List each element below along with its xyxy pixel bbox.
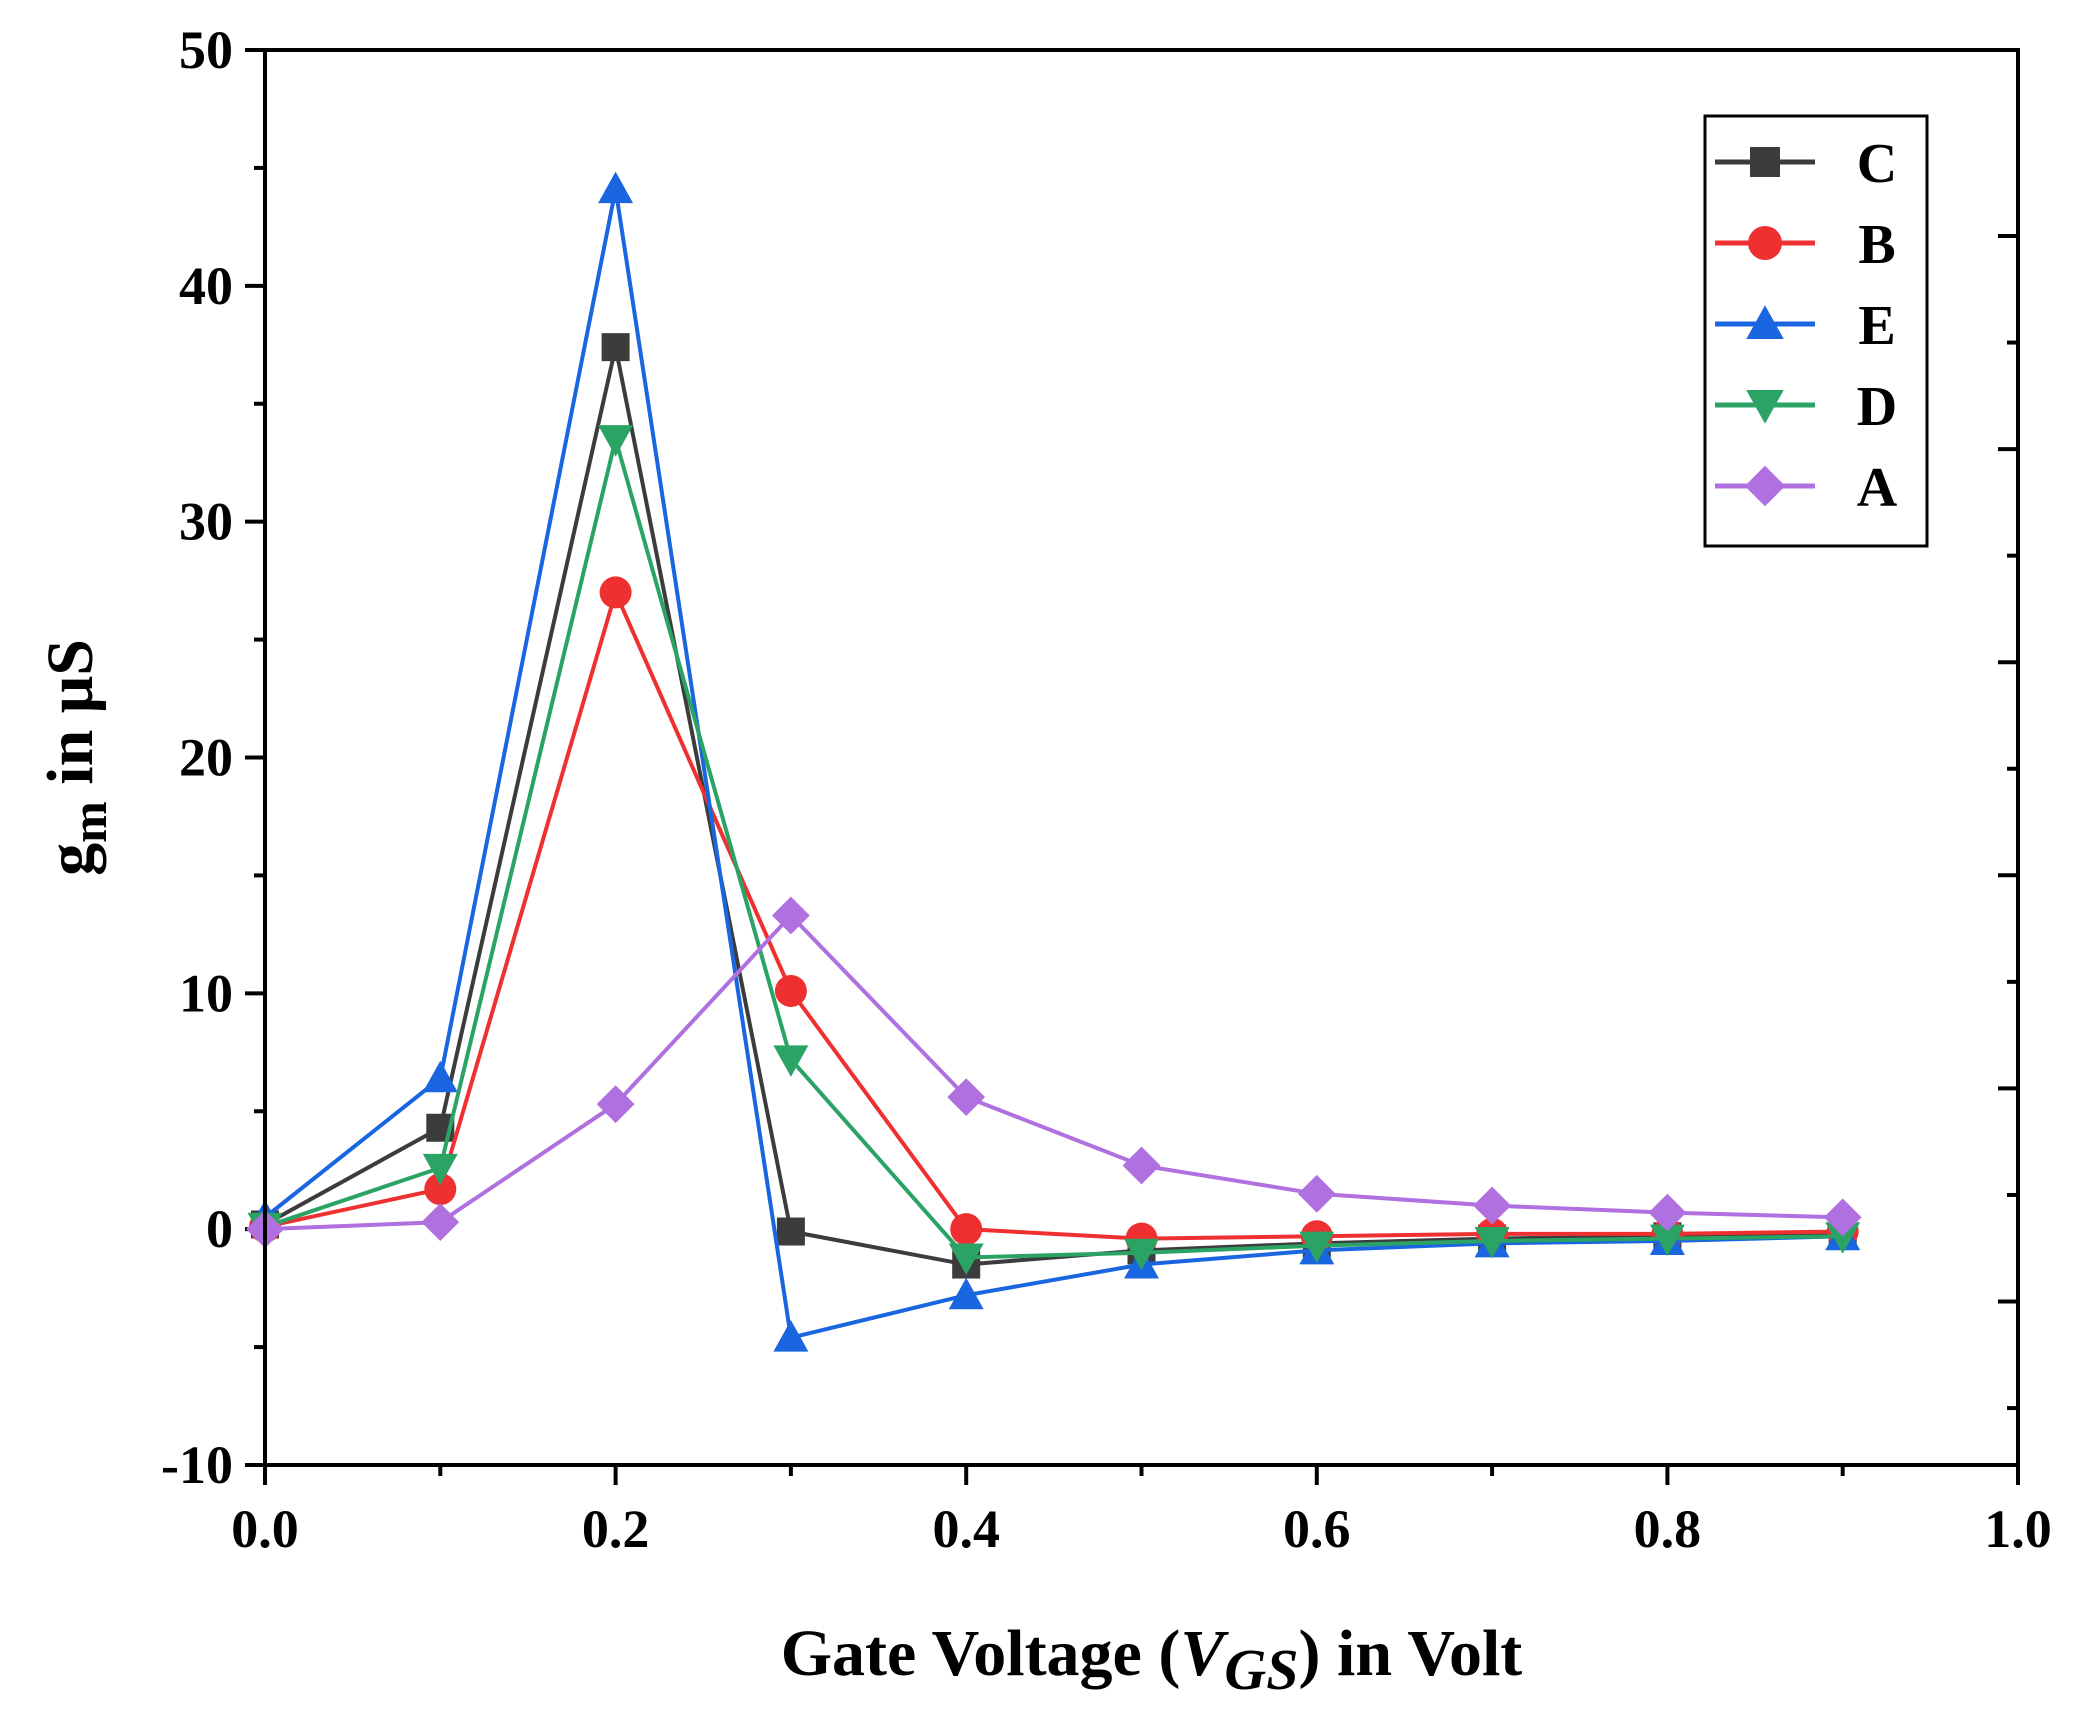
- x-axis-title-var: V: [1180, 1617, 1229, 1690]
- series-line-B: [264, 586, 1843, 1241]
- series-line-C: [264, 346, 1843, 1267]
- data-point-D: [1474, 1226, 1510, 1259]
- legend-marker: [1744, 465, 1786, 507]
- legend-entry-B: B: [1715, 214, 1896, 276]
- data-point-A: [947, 1078, 986, 1116]
- data-point-A: [1297, 1174, 1336, 1213]
- legend-label: D: [1857, 376, 1897, 438]
- data-point-A: [1122, 1146, 1161, 1185]
- data-point-A: [1648, 1193, 1687, 1232]
- data-point-B: [774, 974, 807, 1007]
- data-point-E: [598, 171, 634, 204]
- data-point-C: [776, 1217, 805, 1246]
- y-tick-label: 10: [179, 963, 233, 1023]
- data-point-D: [1825, 1222, 1861, 1254]
- series-line-D: [264, 431, 1843, 1260]
- data-point-A: [596, 1085, 635, 1124]
- data-point-E: [948, 1277, 984, 1310]
- data-point-A: [1473, 1186, 1511, 1225]
- series-layer: [246, 171, 1862, 1352]
- y-tick-label: -10: [161, 1435, 233, 1495]
- legend-label: E: [1858, 295, 1895, 357]
- tick-labels: -10 0 10 20 30 40 50 0.0 0.2 0.4 0.6 0.8 1.0: [161, 20, 2052, 1559]
- x-axis-title: Gate Voltage (VGS) in Volt: [781, 1617, 1523, 1702]
- data-point-B: [950, 1213, 983, 1246]
- x-axis-title-prefix: Gate Voltage (: [781, 1617, 1181, 1690]
- data-point-E: [773, 1320, 809, 1352]
- data-point-D: [1649, 1224, 1685, 1257]
- data-point-D: [948, 1243, 984, 1275]
- legend-marker: [1746, 390, 1784, 424]
- y-axis-title-suffix: in μS: [34, 639, 107, 801]
- data-point-A: [772, 896, 810, 935]
- series-line-A: [264, 912, 1843, 1232]
- legend-marker: [1746, 305, 1784, 339]
- data-point-B: [424, 1173, 457, 1206]
- legend-marker: [1750, 147, 1780, 177]
- data-point-D: [598, 425, 634, 457]
- y-axis-title: gm in μS: [34, 639, 117, 876]
- y-tick-label: 50: [179, 20, 233, 80]
- legend-label: C: [1857, 133, 1897, 195]
- data-point-D: [422, 1153, 458, 1186]
- x-tick-label: 0.2: [582, 1499, 650, 1559]
- x-axis-title-suffix: ) in Volt: [1299, 1617, 1523, 1690]
- legend-label: A: [1857, 457, 1898, 519]
- legend-entry-A: A: [1715, 457, 1898, 519]
- legend-entry-C: C: [1715, 133, 1897, 195]
- series-D: [247, 425, 1861, 1275]
- x-tick-label: 1.0: [1984, 1499, 2052, 1559]
- data-point-C: [601, 333, 630, 362]
- data-point-D: [1124, 1238, 1159, 1271]
- plot-frame: [263, 48, 2020, 1467]
- legend-entry-E: E: [1715, 295, 1896, 357]
- y-axis-title-subscript: m: [61, 801, 117, 843]
- x-axis-title-subscript: GS: [1224, 1637, 1298, 1702]
- legend-label: B: [1858, 214, 1895, 276]
- y-tick-label: 40: [179, 256, 233, 316]
- data-point-E: [422, 1060, 458, 1093]
- series-line-E: [263, 188, 1843, 1341]
- y-axis-title-base: g: [34, 843, 107, 876]
- legend-box: [1703, 114, 1929, 548]
- series-A: [246, 896, 1862, 1249]
- x-tick-label: 0.4: [932, 1499, 1000, 1559]
- legend-entry-D: D: [1715, 376, 1897, 438]
- y-tick-label: 0: [206, 1199, 233, 1259]
- data-point-A: [1823, 1198, 1862, 1237]
- x-tick-label: 0.6: [1283, 1499, 1351, 1559]
- y-tick-label: 20: [179, 728, 233, 788]
- x-tick-label: 0.8: [1634, 1499, 1702, 1559]
- data-point-D: [773, 1045, 809, 1077]
- legend-marker: [1748, 226, 1782, 260]
- data-point-B: [599, 576, 632, 609]
- data-point-A: [421, 1203, 460, 1241]
- data-point-D: [1299, 1231, 1335, 1264]
- y-tick-label: 30: [179, 492, 233, 552]
- x-tick-label: 0.0: [231, 1499, 299, 1559]
